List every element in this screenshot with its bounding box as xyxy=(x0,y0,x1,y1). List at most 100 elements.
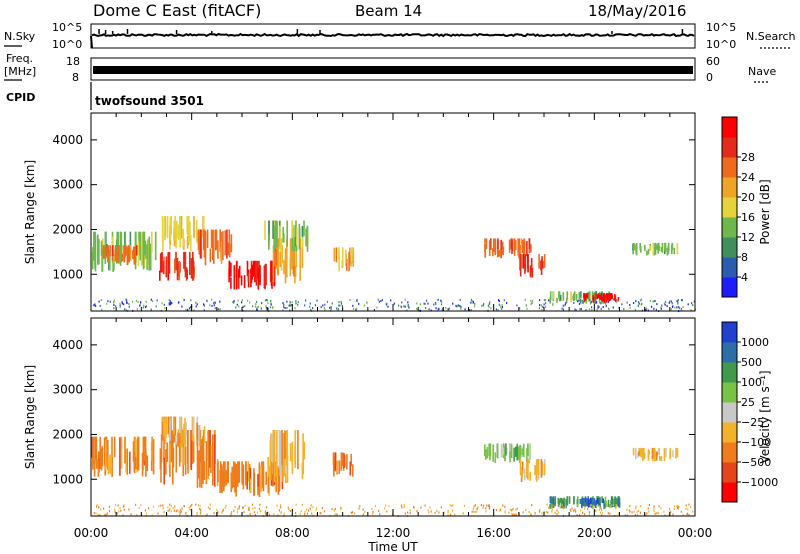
scatter-point xyxy=(148,507,150,510)
scatter-point xyxy=(95,505,98,508)
echo-streak xyxy=(236,461,239,487)
scatter-point xyxy=(181,305,183,308)
colorbar-swatch xyxy=(722,442,737,463)
echo-streak xyxy=(184,417,186,448)
scatter-point xyxy=(657,512,659,515)
echo-streak xyxy=(264,264,266,290)
echo-streak xyxy=(180,216,183,239)
scatter-point xyxy=(497,309,499,312)
power-axes: 1000 2000 3000 4000 xyxy=(52,113,696,311)
scatter-point xyxy=(185,512,187,515)
scatter-point xyxy=(488,305,490,308)
echo-streak xyxy=(342,247,344,267)
echo-streak xyxy=(492,444,494,462)
scatter-point xyxy=(213,304,215,307)
echo-streak xyxy=(558,499,561,506)
scatter-point xyxy=(189,508,191,511)
date-label: 18/May/2016 xyxy=(588,2,686,20)
echo-streak xyxy=(676,447,679,458)
scatter-point xyxy=(472,510,474,513)
scatter-point xyxy=(591,308,593,311)
scatter-point xyxy=(203,304,205,307)
scatter-point xyxy=(97,513,99,516)
scatter-point xyxy=(574,308,576,311)
scatter-point xyxy=(424,504,426,507)
scatter-point xyxy=(498,299,500,302)
echo-streak xyxy=(146,244,148,270)
scatter-point xyxy=(252,507,254,510)
scatter-point xyxy=(252,305,254,308)
scatter-point xyxy=(119,304,121,307)
echo-streak xyxy=(184,446,187,475)
echo-streak xyxy=(224,461,226,484)
echo-streak xyxy=(657,449,660,455)
echo-streak xyxy=(93,231,95,261)
scatter-point xyxy=(221,511,223,514)
echo-streak xyxy=(144,436,147,460)
scatter-point xyxy=(168,302,170,305)
echo-streak xyxy=(601,296,604,301)
scatter-point xyxy=(605,304,607,307)
scatter-point xyxy=(626,301,628,304)
scatter-point xyxy=(213,302,215,304)
scatter-point xyxy=(256,300,258,303)
echo-streak xyxy=(344,455,346,468)
echo-streak xyxy=(552,496,554,505)
scatter-point xyxy=(648,510,650,513)
scatter-point xyxy=(340,302,342,305)
echo-streak xyxy=(540,260,542,271)
echo-streak xyxy=(591,498,593,505)
nave-label: Nave xyxy=(748,65,776,78)
echo-streak xyxy=(562,292,565,301)
echo-streak xyxy=(557,497,560,504)
scatter-point xyxy=(331,302,333,305)
echo-streak xyxy=(279,251,281,268)
scatter-point xyxy=(316,299,318,302)
scatter-point xyxy=(434,511,436,514)
scatter-point xyxy=(167,506,169,509)
echo-streak xyxy=(141,452,144,477)
scatter-point xyxy=(280,504,282,507)
echo-streak xyxy=(579,298,582,304)
echo-streak xyxy=(163,457,165,485)
scatter-point xyxy=(617,512,619,515)
echo-streak xyxy=(579,499,582,504)
echo-streak xyxy=(276,430,278,467)
echo-streak xyxy=(270,260,272,279)
echo-streak xyxy=(269,454,272,475)
echo-streak xyxy=(179,216,181,236)
scatter-point xyxy=(530,299,532,302)
scatter-point xyxy=(151,300,154,303)
echo-streak xyxy=(302,433,304,472)
scatter-point xyxy=(352,304,354,307)
scatter-point xyxy=(670,300,673,303)
echo-streak xyxy=(494,238,497,254)
echo-streak xyxy=(154,231,157,261)
scatter-point xyxy=(635,505,637,508)
scatter-point xyxy=(640,299,642,302)
scatter-point xyxy=(576,299,578,302)
scatter-point xyxy=(564,303,566,306)
scatter-point xyxy=(349,299,351,301)
echo-streak xyxy=(294,238,297,266)
scatter-point xyxy=(214,301,216,304)
echo-streak xyxy=(528,238,531,250)
scatter-point xyxy=(514,513,516,516)
echo-streak xyxy=(142,241,145,270)
scatter-point xyxy=(109,300,111,303)
scatter-point xyxy=(682,513,684,516)
scatter-point xyxy=(199,512,201,515)
colorbar-swatch xyxy=(722,362,737,383)
scatter-point xyxy=(217,308,219,311)
echo-streak xyxy=(609,504,611,509)
scatter-point xyxy=(304,513,306,516)
echo-streak xyxy=(583,498,585,507)
echo-streak xyxy=(654,248,657,255)
scatter-point xyxy=(531,302,533,304)
echo-streak xyxy=(203,230,206,258)
colorbar-swatch xyxy=(722,117,737,138)
y-tick-label: 4000 xyxy=(52,133,83,147)
scatter-point xyxy=(207,506,209,509)
echo-streak xyxy=(573,293,575,299)
echo-streak xyxy=(498,249,500,257)
